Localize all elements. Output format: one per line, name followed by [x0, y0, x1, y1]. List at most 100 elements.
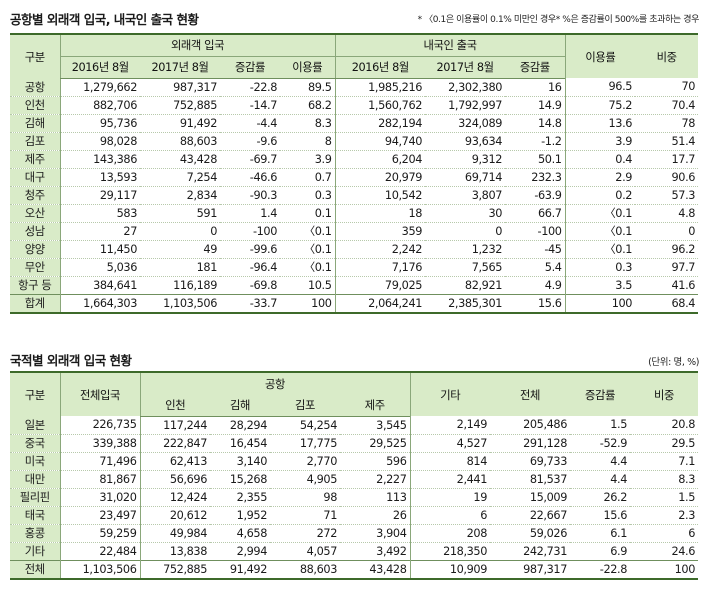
row-label: 제주	[10, 150, 60, 168]
table-cell: 2,770	[306, 454, 338, 468]
table-cell: 384,641	[59, 276, 140, 294]
table-cell: 3,904	[376, 526, 407, 540]
table-cell: 13,593	[59, 168, 140, 186]
table-cell: 31,020	[59, 488, 140, 506]
table-cell: 181	[196, 260, 218, 274]
table-cell: 596	[386, 454, 407, 468]
table-row: 중국 339,388 222,847 16,454 17,775 29,525 4,527 2…	[10, 434, 698, 452]
row-label: 전체	[10, 559, 60, 579]
row-label: 성남	[10, 222, 60, 240]
table-cell: 49,984	[139, 524, 210, 542]
table-cell: 95,736	[59, 114, 140, 132]
table-cell: -45	[544, 242, 562, 256]
row-label: 미국	[10, 452, 60, 470]
table-row: 미국 71,496 62,413 3,140 2,770 596 814 69,733 4.4 7…	[10, 452, 698, 470]
table-cell: 1,952	[236, 508, 268, 522]
table-row: 대만 81,867 56,696 15,268 4,905 2,227 2,441 81,53…	[10, 470, 698, 488]
table-cell: 1,279,662	[59, 78, 140, 96]
table-cell: 359	[334, 222, 426, 240]
table-row: 김해 95,736 91,492 -4.4 8.3 282,194 324,089 14.8 1…	[10, 114, 699, 132]
table-cell: 113	[386, 490, 407, 504]
table-cell: 26.2	[603, 490, 627, 504]
table-row: 성남 27 0 -100 〈0.1 359 0 -100 〈0.1 0	[10, 222, 699, 240]
table-row: 김포 98,028 88,603 -9.6 8 94,740 93,634 -1.2 3.9 51…	[10, 132, 699, 150]
table-row: 오산 583 591 1.4 0.1 18 30 66.7 〈0.1 4.8	[10, 204, 699, 222]
table-cell: 591	[196, 206, 218, 220]
table-cell: 1.5	[678, 490, 695, 504]
table-cell: 4.4	[610, 472, 627, 486]
table-cell: 987,317	[490, 559, 570, 579]
table-cell: 208	[409, 524, 490, 542]
table-cell: 57.3	[671, 188, 696, 202]
table-row: 청주 29,117 2,834 -90.3 0.3 10,542 3,807 -63.9 0.2…	[10, 186, 699, 204]
table-cell: 272	[316, 526, 338, 540]
table-cell: 2,149	[409, 416, 490, 434]
table-cell: 3.9	[564, 132, 636, 150]
table-cell: 3.5	[564, 276, 636, 294]
table-cell: 8.3	[678, 472, 695, 486]
table-cell: 16	[548, 80, 562, 94]
table-cell: 68.4	[635, 293, 699, 313]
table-cell: 6,204	[334, 150, 426, 168]
table-row: 필리핀 31,020 12,424 2,355 98 113 19 15,009 26.2 1.5	[10, 488, 698, 506]
table-cell: 882,706	[59, 96, 140, 114]
table-cell: 2,834	[186, 188, 218, 202]
row-label: 오산	[10, 204, 60, 222]
table-cell: 68.2	[307, 98, 332, 112]
table-cell: 69,714	[464, 170, 503, 184]
table-cell: 1,985,216	[334, 78, 426, 96]
table-cell: 222,847	[139, 434, 210, 452]
table-cell: 〈0.1	[564, 222, 636, 240]
subheader-airport: 제주	[340, 394, 410, 417]
header-total: 전체	[490, 371, 570, 416]
table-row: 홍콩 59,259 49,984 4,658 272 3,904 208 59,026 6.1 6	[10, 524, 698, 542]
table-cell: 88,603	[179, 134, 218, 148]
table-cell: 41.6	[671, 278, 696, 292]
table-cell: 71,496	[59, 452, 140, 470]
table-cell: 0.2	[564, 186, 636, 204]
table-cell: 98	[323, 490, 337, 504]
table-cell: -96.4	[249, 260, 278, 274]
table-cell: 2.3	[678, 508, 695, 522]
table-cell: 24.6	[671, 544, 695, 558]
subheader-airport: 김해	[210, 394, 270, 417]
subheader: 2016년 8월	[59, 56, 140, 79]
table1-title: 공항별 외래객 입국, 내국인 출국 현황	[10, 12, 199, 27]
table-cell: 324,089	[458, 116, 503, 130]
table-cell: 29,117	[59, 186, 140, 204]
table-cell: 〈0.1	[303, 243, 332, 256]
table-cell: 4,658	[236, 526, 268, 540]
table-cell: 54,254	[299, 418, 338, 432]
table-cell: 70.4	[671, 98, 696, 112]
table-cell: -14.7	[249, 98, 278, 112]
header-total-entry: 전체입국	[59, 371, 140, 416]
table-row: 기타 22,484 13,838 2,994 4,057 3,492 218,350 242,…	[10, 542, 698, 560]
table-cell: -99.6	[249, 242, 278, 256]
table-cell: 49	[203, 242, 217, 256]
table-cell: 2,227	[376, 472, 407, 486]
table-cell: 17,775	[299, 436, 338, 450]
table-cell: 7,254	[186, 170, 218, 184]
table-cell: 13.6	[564, 114, 636, 132]
table-cell: 7,565	[471, 260, 503, 274]
table-cell: 〈0.1	[303, 261, 332, 274]
table-cell: 143,386	[59, 150, 140, 168]
table-cell: 2.9	[564, 168, 636, 186]
subheader: 2017년 8월	[425, 56, 506, 79]
table-cell: -9.6	[256, 134, 278, 148]
table-cell: 4,527	[409, 434, 490, 452]
table-cell: 8	[324, 134, 332, 148]
table-cell: 96.2	[671, 242, 696, 256]
table-cell: 69,733	[529, 454, 568, 468]
table-cell: 100	[630, 559, 698, 579]
table-cell: 22,667	[529, 508, 568, 522]
table-cell: 3,140	[236, 454, 268, 468]
table-row: 합계 1,664,303 1,103,506 -33.7 100 2,064,241 2,3…	[10, 293, 699, 313]
row-label: 합계	[10, 293, 60, 313]
table-cell: 7,176	[334, 258, 426, 276]
table-cell: 0.4	[564, 150, 636, 168]
table-cell: 814	[409, 452, 490, 470]
row-label: 대구	[10, 168, 60, 186]
table-cell: 90.6	[671, 170, 696, 184]
row-label: 항구 등	[10, 276, 60, 294]
